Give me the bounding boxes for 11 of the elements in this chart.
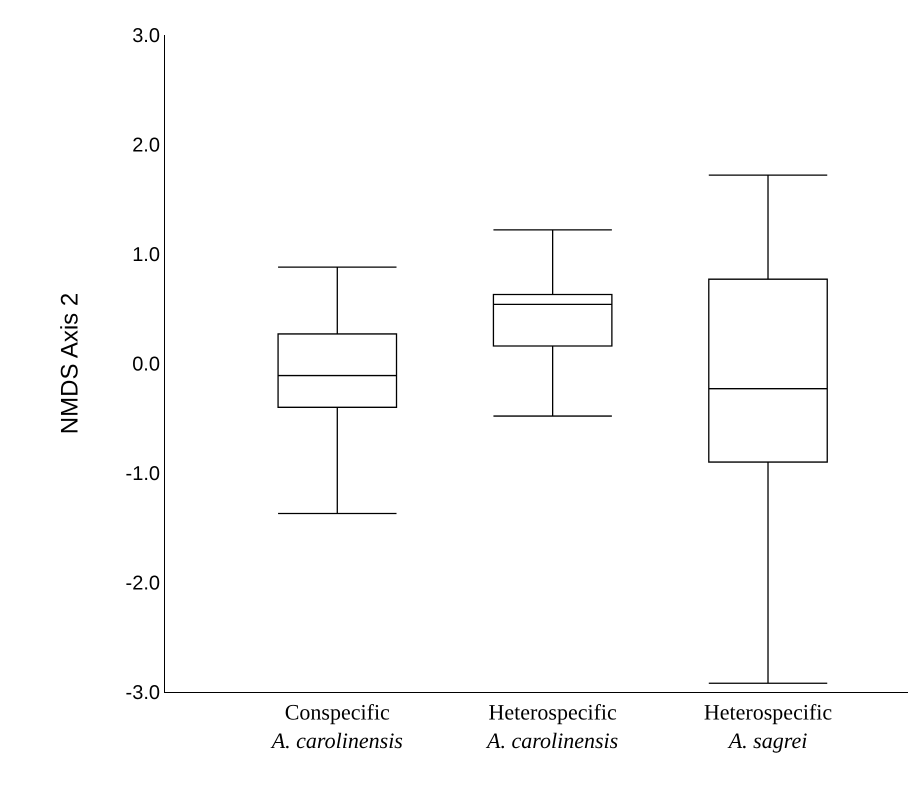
y-axis-title: NMDS Axis 2	[56, 292, 84, 434]
x-tick-label: Conspecific A. carolinensis	[270, 699, 403, 753]
y-tick-label: 3.0	[132, 25, 160, 47]
y-tick-label: 0.0	[132, 354, 160, 376]
y-tick-label: -1.0	[126, 463, 160, 485]
y-tick-label: 1.0	[132, 244, 160, 266]
y-tick-label: -2.0	[126, 572, 160, 594]
y-tick-label: -3.0	[126, 682, 160, 704]
x-tick-label: Heterospecific A. carolinensis	[485, 699, 618, 753]
y-tick-label: 2.0	[132, 134, 160, 156]
x-tick-label: Heterospecific A. sagrei	[704, 699, 832, 753]
